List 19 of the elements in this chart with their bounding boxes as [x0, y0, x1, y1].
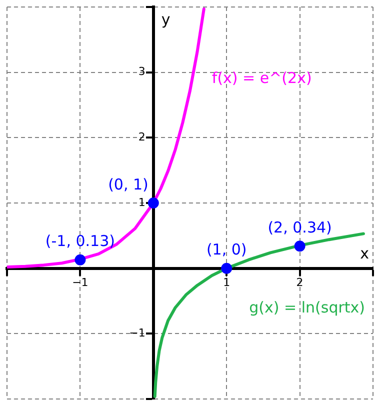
- data-label: (2, 0.34): [268, 218, 332, 237]
- point: [148, 198, 159, 208]
- x-axis-title: x: [360, 244, 370, 263]
- y-axis-title: y: [161, 10, 170, 28]
- data-label: (0, 1): [108, 175, 148, 194]
- point: [74, 254, 86, 266]
- y-tick-label: 1: [138, 196, 146, 209]
- x-tick-label: −1: [72, 276, 88, 289]
- series-label: f(x) = e^(2x): [212, 68, 312, 87]
- x-tick-label: 2: [296, 276, 304, 289]
- point: [294, 240, 306, 252]
- text: g(x) = ln(sqrtx): [249, 298, 365, 317]
- x-tick-label: 1: [223, 276, 230, 289]
- data-label: (1, 0): [206, 240, 247, 259]
- y-tick-label: 2: [138, 130, 146, 144]
- y-tick-label: −1: [129, 326, 146, 340]
- y-tick-label: 3: [138, 65, 146, 78]
- point: [221, 262, 232, 274]
- data-label: (-1, 0.13): [45, 232, 116, 250]
